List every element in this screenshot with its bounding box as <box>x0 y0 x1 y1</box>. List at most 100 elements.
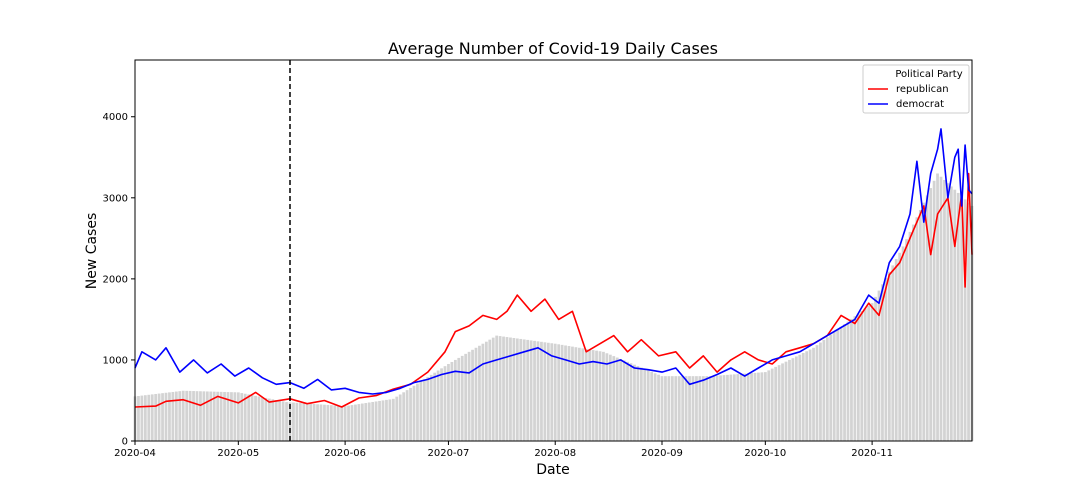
bar-mark <box>591 350 595 441</box>
bar-mark <box>677 376 681 441</box>
series-line-democrat <box>134 128 973 395</box>
bar-mark <box>674 376 678 441</box>
bar-mark <box>422 379 426 441</box>
bar-mark <box>267 398 271 441</box>
bar-mark <box>202 391 206 441</box>
bar-mark <box>378 400 381 441</box>
bar-mark <box>360 403 364 441</box>
bar-mark <box>457 357 461 441</box>
bar-mark <box>140 395 144 441</box>
bar-mark <box>522 339 526 441</box>
bar-mark <box>257 396 261 441</box>
bar-mark <box>243 393 247 441</box>
bar-mark <box>178 391 182 441</box>
x-tick-label: 2020-11 <box>851 448 893 459</box>
legend-label-republican: republican <box>896 84 949 95</box>
bar-mark <box>316 404 319 441</box>
bar-mark <box>543 342 547 441</box>
bar-mark <box>884 277 888 441</box>
bar-mark <box>453 359 457 441</box>
bar-mark <box>953 189 957 441</box>
bar-mark <box>901 246 905 441</box>
plot-frame <box>134 59 973 442</box>
bar-mark <box>560 344 564 441</box>
bar-mark <box>161 393 164 441</box>
bar-mark <box>529 340 533 441</box>
bar-mark <box>712 375 716 441</box>
bar-mark <box>491 337 495 441</box>
bar-mark <box>354 404 357 441</box>
bar-mark <box>719 375 722 441</box>
bar-mark <box>701 376 705 441</box>
bar-mark <box>512 338 516 441</box>
bar-mark <box>753 372 757 441</box>
bar-mark <box>250 395 254 441</box>
bar-mark <box>505 337 509 441</box>
bar-mark <box>912 224 915 441</box>
bar-mark <box>447 363 450 441</box>
bar-mark <box>739 373 743 441</box>
x-tick-label: 2020-06 <box>324 448 366 459</box>
bar-mark <box>226 392 230 441</box>
bar-mark <box>540 341 543 441</box>
bar-mark <box>519 338 523 441</box>
bar-mark <box>891 265 895 441</box>
bar-mark <box>967 202 970 441</box>
bar-mark <box>205 391 209 441</box>
bar-mark <box>405 390 409 441</box>
bar-mark <box>874 296 877 441</box>
x-tick-label: 2020-09 <box>641 448 683 459</box>
bar-mark <box>684 376 688 441</box>
bar-mark <box>367 402 371 441</box>
bar-mark <box>553 343 557 441</box>
bar-mark <box>150 394 154 441</box>
chart-title: Average Number of Covid-19 Daily Cases <box>388 39 718 58</box>
bar-mark <box>412 385 416 441</box>
bar-mark <box>664 376 667 441</box>
bar-mark <box>691 376 695 441</box>
bar-mark <box>856 313 860 441</box>
bar-mark <box>488 339 492 441</box>
bar-mark <box>825 337 829 441</box>
bar-mark <box>729 374 733 441</box>
bar-mark <box>395 396 399 441</box>
bar-mark <box>698 376 702 441</box>
bar-mark <box>533 340 536 441</box>
bar-mark <box>681 376 685 441</box>
bar-mark <box>536 341 540 441</box>
bar-mark <box>846 321 850 441</box>
bar-mark <box>595 350 598 441</box>
bar-mark <box>326 404 330 441</box>
bar-mark <box>402 392 406 441</box>
bar-mark <box>419 381 423 441</box>
bar-mark <box>612 356 616 441</box>
bar-mark <box>429 374 433 441</box>
x-tick-label: 2020-10 <box>744 448 786 459</box>
bar-mark <box>843 324 846 441</box>
bar-mark <box>605 353 609 441</box>
y-tick-label: 4000 <box>103 112 128 123</box>
bar-mark <box>805 351 809 441</box>
bar-mark <box>922 202 926 441</box>
bar-mark <box>450 361 454 441</box>
bar-mark <box>433 372 437 441</box>
bar-mark <box>374 401 378 441</box>
bar-mark <box>657 374 660 441</box>
bar-mark <box>157 393 161 441</box>
bar-mark <box>550 343 554 441</box>
bar-mark <box>918 209 922 441</box>
bar-mark <box>305 403 309 441</box>
bar-mark <box>478 345 481 441</box>
bar-mark <box>357 404 361 441</box>
bar-mark <box>774 366 778 441</box>
x-tick-label: 2020-04 <box>114 448 156 459</box>
bar-mark <box>708 376 712 441</box>
bar-mark <box>736 374 740 441</box>
bar-mark <box>343 406 347 441</box>
bar-mark <box>364 403 368 441</box>
bar-mark <box>199 391 202 441</box>
bar-mark <box>336 405 340 441</box>
bar-mark <box>247 394 251 441</box>
bar-mark <box>212 391 216 441</box>
